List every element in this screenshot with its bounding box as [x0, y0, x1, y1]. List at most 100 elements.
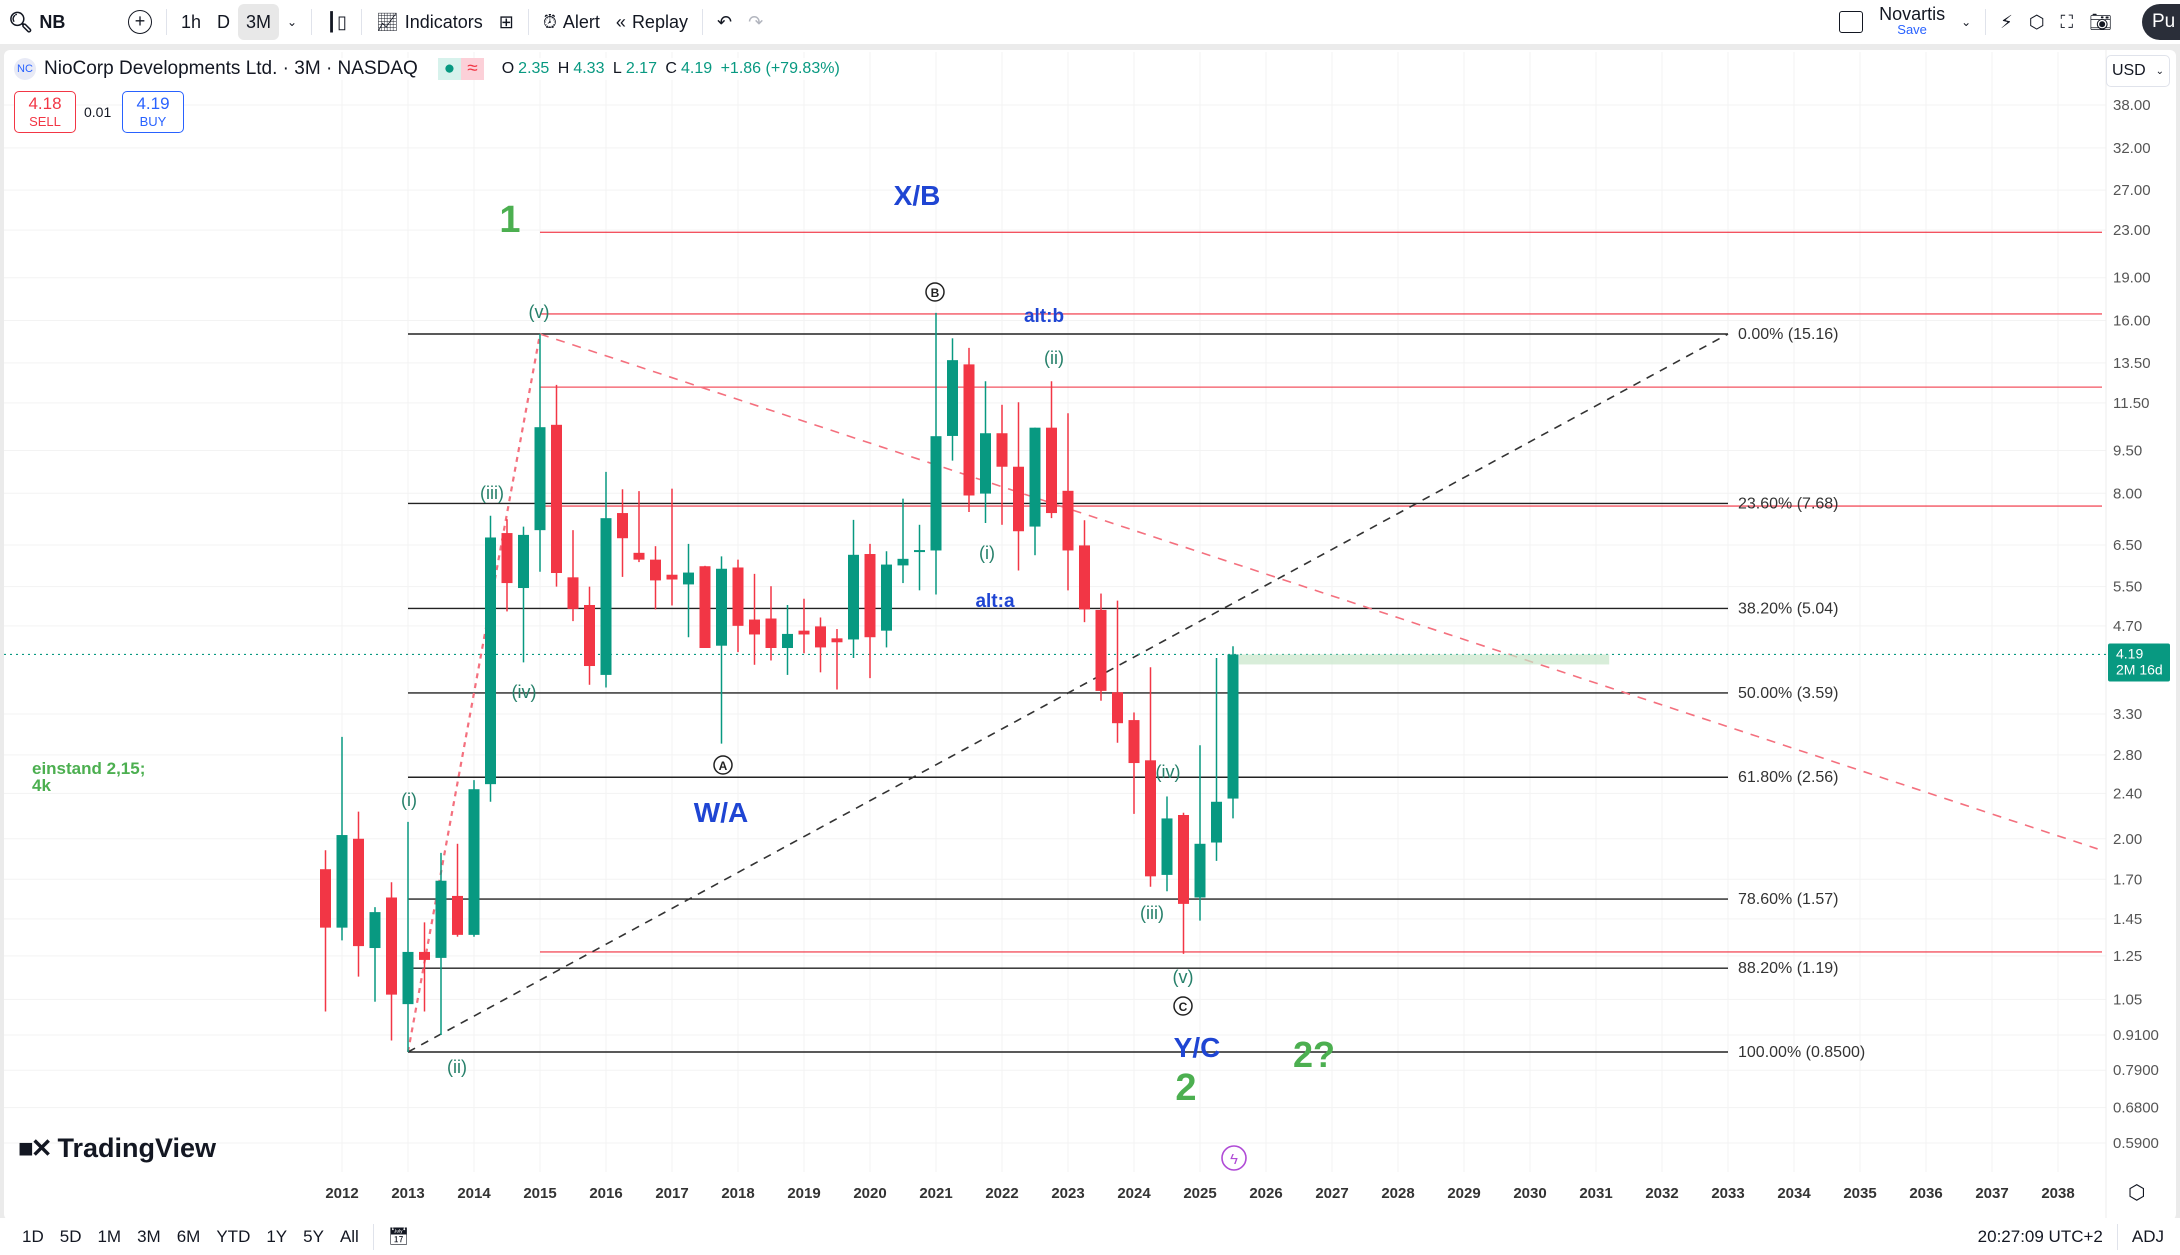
fullscreen-button[interactable]: ⛶	[2053, 4, 2082, 40]
layout-name-button[interactable]: Novartis Save	[1871, 4, 1953, 40]
wave-label-two-q[interactable]: 2?	[1293, 1034, 1335, 1075]
candle[interactable]	[782, 604, 793, 675]
candle[interactable]	[551, 384, 562, 587]
buy-button[interactable]: 4.19 BUY	[122, 91, 184, 133]
candle[interactable]	[881, 551, 892, 648]
candle[interactable]	[666, 488, 678, 606]
candle[interactable]	[831, 629, 843, 690]
candle[interactable]	[320, 850, 331, 1012]
clock-timezone[interactable]: 20:27:09 UTC+2	[1977, 1226, 2103, 1246]
candle[interactable]	[815, 617, 826, 673]
candle[interactable]	[848, 519, 859, 659]
indicators-button[interactable]: 📈︎ Indicators	[368, 4, 491, 40]
templates-button[interactable]: ⊞	[491, 4, 522, 40]
note-einstand[interactable]: einstand 2,15; 4k	[32, 760, 145, 794]
candle[interactable]	[1029, 427, 1041, 556]
interval-1h[interactable]: 1h	[181, 11, 202, 32]
wave-label-wa[interactable]: W/A	[694, 797, 748, 828]
candle[interactable]	[980, 381, 991, 524]
wave-label-i-mid[interactable]: (i)	[979, 543, 995, 563]
currency-select[interactable]: USD ⌄	[2106, 55, 2170, 87]
wave-label-ii-top[interactable]: (ii)	[1044, 348, 1064, 368]
wave-label-yc[interactable]: Y/C	[1174, 1032, 1221, 1063]
candle[interactable]	[914, 524, 925, 591]
wave-label-two[interactable]: 2	[1175, 1067, 1196, 1109]
sell-button[interactable]: 4.18 SELL	[14, 91, 76, 133]
candle[interactable]	[1211, 658, 1222, 861]
symbol-search[interactable]: 🔍︎ NB	[0, 4, 120, 40]
candle[interactable]	[633, 491, 645, 563]
interval-d[interactable]: D	[217, 11, 231, 32]
wave-label-alta[interactable]: alt:a	[975, 591, 1015, 612]
add-symbol-button[interactable]: +	[120, 4, 160, 40]
range-1m[interactable]: 1M	[97, 1226, 122, 1246]
candle[interactable]	[353, 811, 364, 977]
candle[interactable]	[864, 543, 876, 679]
wave-label-i-left[interactable]: (i)	[401, 790, 417, 810]
candle[interactable]	[369, 907, 381, 1002]
candle[interactable]	[996, 404, 1008, 525]
wave-label-ii-bottom[interactable]: (ii)	[447, 1057, 467, 1077]
adjust-toggle[interactable]: ADJ	[2131, 1226, 2164, 1246]
wave-label-one[interactable]: 1	[499, 199, 520, 241]
wave-label-iv-right[interactable]: (iv)	[1156, 762, 1181, 782]
range-1d[interactable]: 1D	[22, 1226, 44, 1246]
candle[interactable]	[518, 526, 529, 663]
candle[interactable]	[501, 519, 513, 612]
range-ytd[interactable]: YTD	[216, 1226, 251, 1246]
candle[interactable]	[1046, 381, 1057, 519]
candle[interactable]	[1128, 712, 1140, 814]
candle[interactable]	[1178, 812, 1189, 954]
candle[interactable]	[567, 530, 579, 622]
candle[interactable]	[1079, 520, 1090, 623]
symbol-title[interactable]: NioCorp Developments Ltd. · 3M · NASDAQ	[44, 58, 418, 79]
wave-label-iv-left[interactable]: (iv)	[512, 682, 537, 702]
range-5d[interactable]: 5D	[59, 1226, 82, 1246]
axis-settings-button[interactable]: ⬡	[2128, 1180, 2145, 1205]
goto-date-button[interactable]: 📅︎	[380, 1227, 418, 1247]
candle[interactable]	[1227, 646, 1239, 819]
candle[interactable]	[1062, 413, 1074, 591]
candle[interactable]	[716, 556, 727, 744]
market-status[interactable]: ● ≈	[437, 58, 484, 80]
range-3m[interactable]: 3M	[137, 1226, 161, 1246]
wave-label-altb[interactable]: alt:b	[1024, 306, 1064, 327]
publish-button[interactable]: Pu	[2142, 4, 2180, 40]
snapshot-button[interactable]: 📷︎	[2081, 4, 2120, 40]
candle[interactable]	[534, 334, 546, 572]
tradingview-logo[interactable]: ■✕ TradingView	[18, 1133, 216, 1164]
range-6m[interactable]: 6M	[176, 1226, 201, 1246]
candle[interactable]	[386, 882, 397, 1041]
candle[interactable]	[435, 852, 447, 1035]
candle[interactable]	[485, 515, 496, 802]
chart-type-button[interactable]: ┃▯	[318, 4, 355, 40]
quick-search-button[interactable]: ⚡︎	[1992, 4, 2021, 40]
candle[interactable]	[419, 922, 430, 1012]
range-all[interactable]: All	[339, 1226, 359, 1246]
redo-button[interactable]: ↷	[740, 4, 771, 40]
candle[interactable]	[617, 489, 628, 577]
candle[interactable]	[699, 565, 711, 649]
candle[interactable]	[1161, 796, 1173, 892]
candle[interactable]	[1145, 667, 1156, 887]
candle[interactable]	[468, 780, 480, 937]
candle[interactable]	[1194, 745, 1206, 921]
wave-label-v-bottom[interactable]: (v)	[1173, 967, 1194, 987]
candle[interactable]	[963, 347, 975, 513]
layout-dropdown[interactable]: ⌄	[1953, 4, 1979, 40]
interval-dropdown[interactable]: ⌄	[279, 4, 305, 40]
candle[interactable]	[584, 586, 595, 685]
alert-button[interactable]: ⏰︎ Alert	[535, 4, 608, 40]
wave-label-iii-left[interactable]: (iii)	[480, 483, 504, 503]
wave-label-v-top[interactable]: (v)	[529, 302, 550, 322]
candle[interactable]	[600, 471, 612, 688]
candle[interactable]	[336, 736, 348, 941]
candle[interactable]	[683, 543, 694, 638]
candle[interactable]	[947, 338, 958, 461]
replay-button[interactable]: «Replay	[608, 4, 696, 40]
wave-label-xb[interactable]: X/B	[894, 180, 941, 211]
candle[interactable]	[1112, 600, 1123, 743]
settings-button[interactable]: ⬡	[2021, 4, 2053, 40]
range-1y[interactable]: 1Y	[266, 1226, 288, 1246]
